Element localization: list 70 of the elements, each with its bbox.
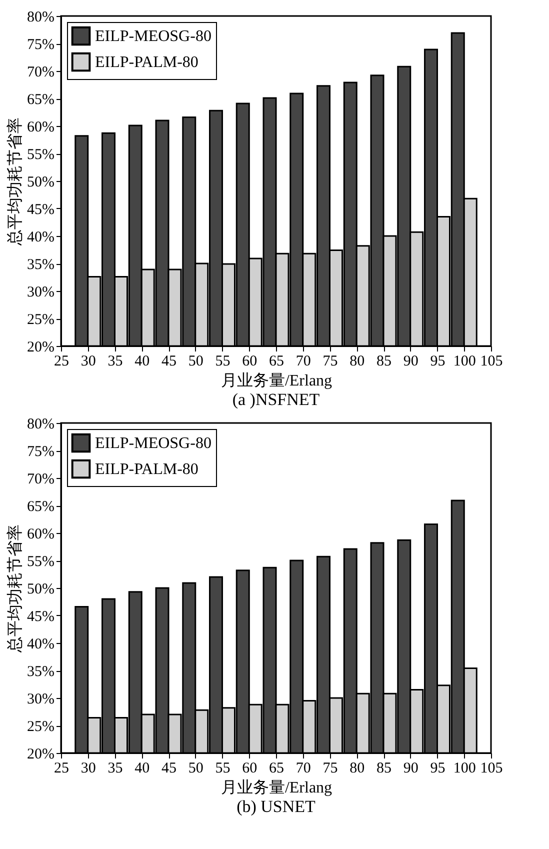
y-tick-label: 45% <box>27 609 54 625</box>
y-tick-label: 75% <box>27 37 54 53</box>
x-tick-label: 50 <box>188 354 204 370</box>
x-tick-label: 25 <box>54 354 69 370</box>
x-tick-label: 45 <box>162 354 176 370</box>
x-tick-label: 80 <box>350 760 365 776</box>
x-tick-label: 80 <box>350 354 365 370</box>
text: (a )NSFNET <box>232 390 320 409</box>
y-tick-label: 45% <box>27 202 54 218</box>
x-tick-label: 30 <box>80 760 96 776</box>
y-tick-label: 65% <box>27 499 54 515</box>
x-tick-label: 75 <box>322 354 338 370</box>
y-tick-label: 30% <box>27 284 54 300</box>
x-tick-label: 85 <box>376 354 392 370</box>
x-tick-label: 70 <box>296 760 311 776</box>
x-tick-label: 65 <box>269 760 284 776</box>
y-tick-label: 70% <box>27 472 54 488</box>
x-tick-label: 65 <box>269 354 284 370</box>
y-tick-label: 25% <box>27 312 54 328</box>
y-tick-label: 55% <box>27 554 54 570</box>
x-tick-label: 55 <box>215 760 230 776</box>
y-tick-label: 55% <box>27 147 54 163</box>
legend-label: EILP-MEOSG-80 <box>95 435 212 452</box>
x-tick-label: 25 <box>54 760 69 776</box>
x-tick-label: 95 <box>430 354 446 370</box>
y-tick-label: 40% <box>27 636 54 652</box>
x-tick-label: 50 <box>188 760 204 776</box>
x-tick-label: 60 <box>242 354 258 370</box>
y-tick-label: 80% <box>27 10 54 26</box>
y-tick-label: 20% <box>27 746 54 762</box>
x-tick-label: 35 <box>108 354 123 370</box>
x-tick-label: 105 <box>480 760 503 776</box>
y-tick-label: 50% <box>27 582 54 598</box>
y-tick-label: 25% <box>27 719 54 735</box>
x-tick-label: 40 <box>134 354 150 370</box>
x-tick-label: 75 <box>322 760 338 776</box>
y-tick-label: 35% <box>27 257 54 273</box>
x-tick-label: 100 <box>453 354 476 370</box>
x-tick-label: 70 <box>296 354 311 370</box>
y-tick-label: 20% <box>27 340 54 356</box>
x-tick-label: 90 <box>403 760 418 776</box>
x-tick-label: 30 <box>80 354 96 370</box>
x-tick-label: 55 <box>215 354 230 370</box>
x-tick-label: 60 <box>242 760 258 776</box>
x-tick-label: 105 <box>480 354 503 370</box>
x-tick-label: 100 <box>453 760 476 776</box>
y-tick-label: 75% <box>27 444 54 460</box>
legend-label: EILP-MEOSG-80 <box>95 28 212 45</box>
x-tick-label: 85 <box>376 760 392 776</box>
y-tick-label: 35% <box>27 664 54 680</box>
x-tick-label: 35 <box>108 760 123 776</box>
y-axis-title: 总平均功耗节省率 <box>6 524 24 654</box>
y-tick-label: 70% <box>27 64 54 80</box>
y-axis-title: 总平均功耗节省率 <box>6 118 24 246</box>
legend-label: EILP-PALM-80 <box>95 54 198 71</box>
y-tick-label: 60% <box>27 120 54 136</box>
x-tick-label: 40 <box>134 760 150 776</box>
x-tick-label: 90 <box>403 354 418 370</box>
x-tick-label: 45 <box>162 760 176 776</box>
x-tick-label: 95 <box>430 760 446 776</box>
x-axis-title: 月业务量/Erlang <box>220 372 332 390</box>
text: (b) USNET <box>236 797 316 816</box>
y-tick-label: 40% <box>27 230 54 246</box>
y-tick-label: 80% <box>27 416 54 432</box>
legend-label: EILP-PALM-80 <box>95 461 198 478</box>
y-tick-label: 65% <box>27 92 54 108</box>
y-tick-label: 30% <box>27 692 54 708</box>
y-tick-label: 50% <box>27 174 54 190</box>
x-axis-title: 月业务量/Erlang <box>220 778 332 796</box>
y-tick-label: 60% <box>27 526 54 542</box>
